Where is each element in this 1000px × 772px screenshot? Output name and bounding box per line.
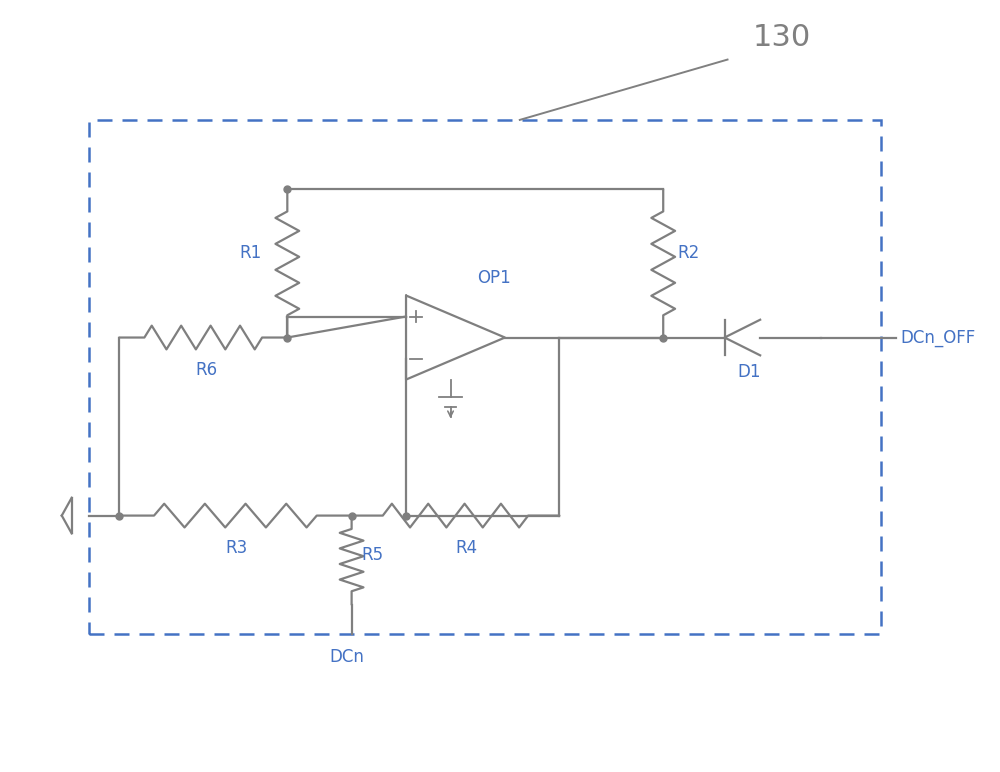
Text: R4: R4 [455, 539, 478, 557]
Text: R3: R3 [225, 539, 248, 557]
Text: 130: 130 [752, 23, 810, 52]
Text: DCn: DCn [330, 648, 365, 666]
Text: R6: R6 [195, 361, 217, 379]
Text: R2: R2 [677, 245, 699, 262]
Text: R5: R5 [362, 546, 384, 564]
Text: D1: D1 [737, 363, 761, 381]
Text: R1: R1 [240, 245, 262, 262]
Text: OP1: OP1 [477, 269, 511, 287]
Text: DCn_OFF: DCn_OFF [901, 329, 976, 347]
